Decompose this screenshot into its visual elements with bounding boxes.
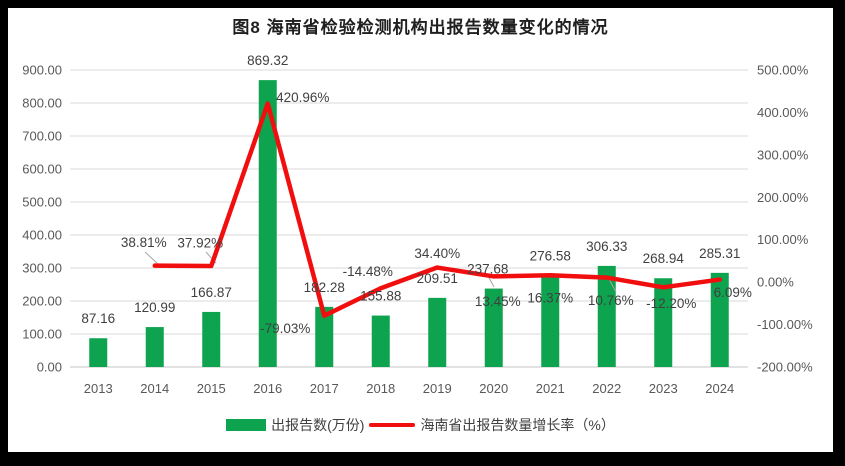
line-value-label: 13.45% bbox=[475, 294, 521, 309]
x-axis-label: 2024 bbox=[705, 381, 734, 396]
legend-item-bar: 出报告数(万份) bbox=[226, 415, 364, 435]
left-axis-tick: 400.00 bbox=[22, 228, 62, 243]
bar-2013 bbox=[89, 338, 108, 367]
x-axis-label: 2015 bbox=[197, 381, 226, 396]
right-axis-tick: 500.00% bbox=[757, 63, 809, 78]
bar-value-label: 87.16 bbox=[81, 311, 115, 326]
bar-value-label: 268.94 bbox=[643, 251, 685, 266]
line-value-label: -14.48% bbox=[343, 264, 393, 279]
line-value-label: 6.09% bbox=[714, 285, 752, 300]
bar-value-label: 120.99 bbox=[134, 300, 175, 315]
legend-line-label: 海南省出报告数量增长率（%） bbox=[420, 417, 615, 433]
label-leader-line bbox=[144, 251, 159, 265]
x-axis-label: 2013 bbox=[84, 381, 113, 396]
legend-bar-label: 出报告数(万份) bbox=[271, 417, 365, 433]
line-value-label: 420.96% bbox=[276, 90, 329, 105]
left-axis-tick: 200.00 bbox=[22, 294, 62, 309]
bar-value-label: 285.31 bbox=[699, 246, 740, 261]
legend: 出报告数(万份) 海南省出报告数量增长率（%） bbox=[8, 415, 833, 435]
x-axis-label: 2022 bbox=[592, 381, 621, 396]
x-axis-label: 2021 bbox=[536, 381, 565, 396]
bar-2021 bbox=[541, 275, 560, 367]
left-axis-tick: 0.00 bbox=[37, 360, 62, 375]
bar-2018 bbox=[371, 315, 390, 367]
growth-rate-line bbox=[152, 101, 722, 318]
bar-2019 bbox=[428, 297, 447, 367]
bar-2017 bbox=[315, 306, 334, 367]
x-axis-label: 2018 bbox=[366, 381, 395, 396]
line-value-label: -79.03% bbox=[260, 321, 310, 336]
x-axis-label: 2020 bbox=[479, 381, 508, 396]
x-axis-label: 2014 bbox=[140, 381, 169, 396]
left-axis-tick: 900.00 bbox=[22, 63, 62, 78]
left-axis-tick: 100.00 bbox=[22, 327, 62, 342]
bar-2024 bbox=[710, 272, 729, 367]
bar-series-swatch-icon bbox=[226, 419, 267, 431]
left-axis-tick: 800.00 bbox=[22, 96, 62, 111]
chart-area: 图8 海南省检验检测机构出报告数量变化的情况 0.00 100.00 200.00 3… bbox=[8, 8, 833, 452]
line-value-label: 10.76% bbox=[588, 293, 634, 308]
x-axis-label: 2019 bbox=[423, 381, 452, 396]
legend-item-line: 海南省出报告数量增长率（%） bbox=[369, 415, 615, 435]
bar-2015 bbox=[202, 311, 221, 367]
bar-value-label: 182.28 bbox=[304, 280, 345, 295]
left-axis-tick: 700.00 bbox=[22, 129, 62, 144]
combo-chart: 0.00 100.00 200.00 300.00 400.00 500.00 600.00… bbox=[22, 53, 813, 396]
right-axis-tick: -100.00% bbox=[757, 317, 813, 332]
line-value-label: 38.81% bbox=[121, 235, 167, 250]
right-axis-tick: 100.00% bbox=[757, 232, 809, 247]
bar-value-label: 306.33 bbox=[586, 239, 627, 254]
bar-2016 bbox=[258, 80, 277, 368]
line-value-label: 34.40% bbox=[414, 246, 460, 261]
line-value-label: 16.37% bbox=[527, 291, 573, 306]
bar-value-label: 209.51 bbox=[417, 271, 458, 286]
bar-2014 bbox=[145, 327, 164, 367]
x-axis-label: 2023 bbox=[649, 381, 678, 396]
line-value-label: -12.20% bbox=[646, 296, 696, 311]
right-axis-tick: 0.00% bbox=[757, 275, 794, 290]
chart-title: 图8 海南省检验检测机构出报告数量变化的情况 bbox=[232, 18, 609, 37]
right-axis-tick: 200.00% bbox=[757, 190, 809, 205]
line-series-swatch-icon bbox=[369, 423, 416, 427]
x-axis-label: 2017 bbox=[310, 381, 339, 396]
bar-value-label: 237.68 bbox=[467, 262, 508, 277]
bar-value-label: 166.87 bbox=[191, 285, 232, 300]
left-axis-tick: 500.00 bbox=[22, 195, 62, 210]
label-leader-line bbox=[608, 278, 617, 293]
right-axis-tick: 400.00% bbox=[757, 105, 809, 120]
x-axis-label: 2016 bbox=[253, 381, 282, 396]
left-axis-tick: 300.00 bbox=[22, 261, 62, 276]
bar-value-label: 155.88 bbox=[360, 289, 401, 304]
bar-2023 bbox=[654, 278, 673, 367]
bar-2022 bbox=[597, 265, 616, 367]
bar-value-label: 869.32 bbox=[247, 53, 288, 68]
bar-value-label: 276.58 bbox=[530, 249, 571, 264]
right-axis-tick: 300.00% bbox=[757, 147, 809, 162]
right-axis-tick: -200.00% bbox=[757, 360, 813, 375]
left-axis-tick: 600.00 bbox=[22, 162, 62, 177]
bar-2020 bbox=[484, 288, 503, 367]
line-value-label: 37.92% bbox=[177, 236, 223, 251]
